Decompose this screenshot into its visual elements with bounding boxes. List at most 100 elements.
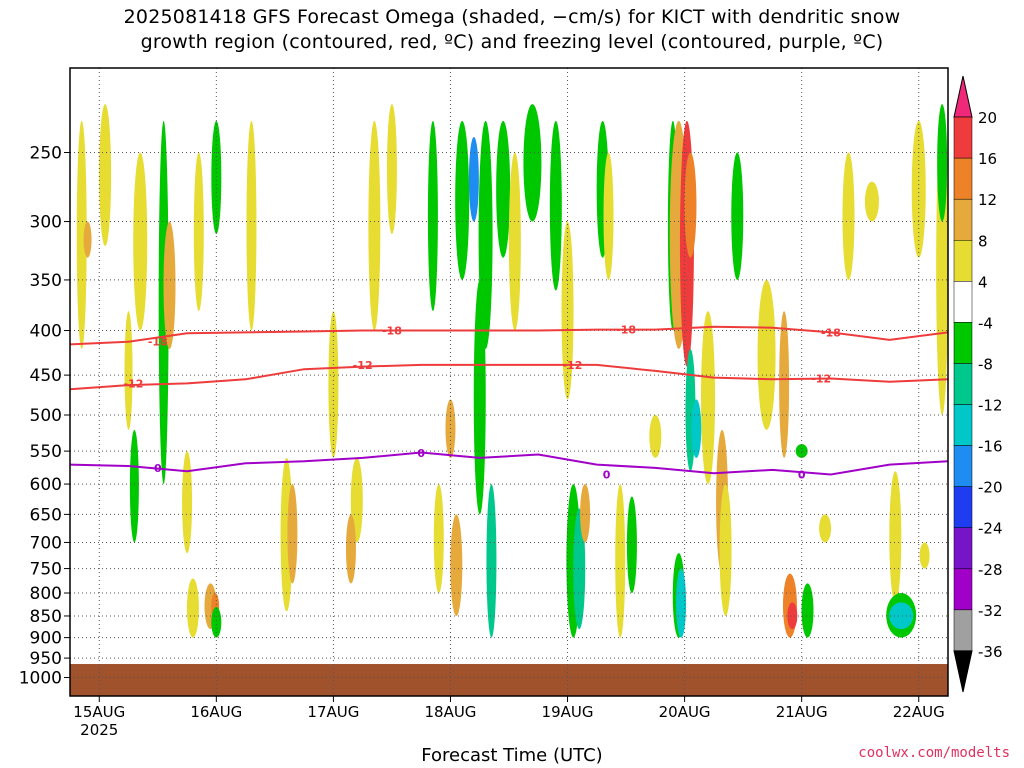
omega-shade-cell (801, 583, 814, 638)
omega-shading (76, 104, 948, 638)
colorbar-segment (953, 568, 973, 611)
y-tick-label: 550 (30, 442, 62, 462)
colorbar-segment (953, 527, 973, 570)
colorbar-label: -36 (978, 643, 1003, 661)
omega-shade-cell (133, 152, 148, 331)
omega-shade-cell (580, 484, 591, 543)
y-tick-label: 900 (30, 629, 62, 649)
chart-title-line1: 2025081418 GFS Forecast Omega (shaded, −… (123, 6, 901, 28)
y-tick-label: 300 (30, 213, 62, 233)
y-tick-label: 250 (30, 144, 62, 164)
omega-shade-cell (427, 120, 438, 312)
terrain-fill (70, 664, 948, 696)
omega-shade-cell (496, 120, 511, 258)
x-tick-label: 19AUG (542, 703, 594, 721)
omega-shade-cell (129, 429, 139, 543)
omega-shade-cell (889, 471, 902, 603)
x-tick-label: 20AUG (659, 703, 711, 721)
omega-shade-cell (573, 508, 586, 630)
colorbar-label: 12 (978, 191, 997, 209)
omega-shade-cell (561, 221, 574, 400)
omega-shade-cell (757, 279, 776, 430)
omega-shade-cell (842, 152, 855, 280)
omega-shade-cell (549, 120, 562, 291)
grid-lines (70, 68, 948, 696)
omega-shade-cell (911, 120, 926, 258)
contour-label: -18 (148, 336, 168, 349)
colorbar-label: 16 (978, 150, 997, 168)
colorbar-label: -12 (978, 397, 1003, 415)
x-tick-label: 21AUG (776, 703, 828, 721)
credit-link[interactable]: coolwx.com/modelts (858, 745, 1010, 761)
contour-label: -12 (562, 359, 582, 372)
contour-label: -12 (123, 377, 143, 390)
colorbar-label: 8 (978, 232, 988, 250)
omega-shade-cell (478, 120, 493, 349)
colorbar-segment (953, 240, 973, 282)
omega-shade-cell (83, 221, 92, 258)
omega-shade-cell (486, 484, 497, 638)
omega-shade-cell (676, 568, 687, 638)
colorbar-bottom-arrow (953, 650, 973, 693)
omega-shade-cell (246, 120, 257, 331)
omega-shade-cell (158, 120, 169, 485)
omega-shade-cell (603, 152, 614, 280)
chart-title-line2: growth region (contoured, red, ºC) and f… (140, 31, 884, 53)
omega-shade-cell (779, 311, 790, 458)
omega-shade-cell (819, 514, 832, 543)
contour-label: -12 (353, 359, 373, 372)
y-tick-label: 450 (30, 366, 62, 386)
contour-label: 0 (417, 447, 425, 460)
x-tick-label: 15AUG (73, 703, 125, 721)
y-tick-label: 350 (30, 271, 62, 291)
omega-shade-cell (787, 602, 798, 630)
omega-shade-cell (523, 104, 542, 222)
omega-shade-cell (937, 104, 948, 222)
omega-shade-cell (368, 120, 381, 331)
omega-shade-cell (889, 602, 914, 630)
omega-shade-cell (701, 311, 716, 485)
contour-label: -18 (821, 326, 841, 339)
colorbar-label: 4 (978, 273, 988, 291)
omega-shade-cell (731, 152, 744, 280)
omega-shade-cell (433, 484, 444, 594)
y-tick-label: 850 (30, 607, 62, 627)
omega-shade-cell (691, 399, 702, 458)
omega-shade-cell (182, 451, 193, 554)
y-tick-label: 500 (30, 406, 62, 426)
colorbar-segment (953, 322, 973, 364)
omega-shade-cell (468, 137, 479, 222)
contour-label: -18 (616, 324, 636, 337)
colorbar-segment (953, 157, 973, 200)
omega-shade-cell (455, 120, 470, 280)
y-tick-label: 750 (30, 560, 62, 580)
omega-shade-cell (615, 484, 626, 638)
omega-shade-cell (99, 104, 112, 246)
omega-shade-cell (345, 514, 356, 584)
x-tick-label: 16AUG (190, 703, 242, 721)
y-tick-label: 400 (30, 322, 62, 342)
colorbar-label: -20 (978, 479, 1003, 497)
colorbar-segment (953, 445, 973, 487)
omega-shade-cell (163, 221, 176, 349)
omega-shade-cell (626, 496, 637, 594)
omega-shade-cell (864, 181, 879, 222)
colorbar-label: -28 (978, 561, 1003, 579)
omega-shade-cell (508, 152, 521, 331)
x-axis-ticks: 15AUG 16AUG 17AUG 18AUG 19AUG 20AUG 21AUG 22AUG… (73, 696, 945, 739)
contour-line (70, 451, 948, 476)
x-year-label: 2025 (80, 721, 118, 739)
colorbar-label: -32 (978, 602, 1003, 620)
contour-label: 0 (154, 462, 162, 475)
contour-line (70, 363, 948, 391)
y-axis-ticks: 2503003504004505005506006507007508008509… (19, 144, 70, 689)
omega-shade-cell (211, 606, 222, 638)
colorbar-segment (953, 281, 973, 323)
y-tick-label: 800 (30, 584, 62, 604)
colorbar-segment (953, 116, 973, 159)
omega-shade-cell (684, 152, 697, 258)
omega-shade-cell (919, 542, 930, 569)
x-tick-label: 18AUG (424, 703, 476, 721)
omega-shade-cell (386, 104, 397, 234)
